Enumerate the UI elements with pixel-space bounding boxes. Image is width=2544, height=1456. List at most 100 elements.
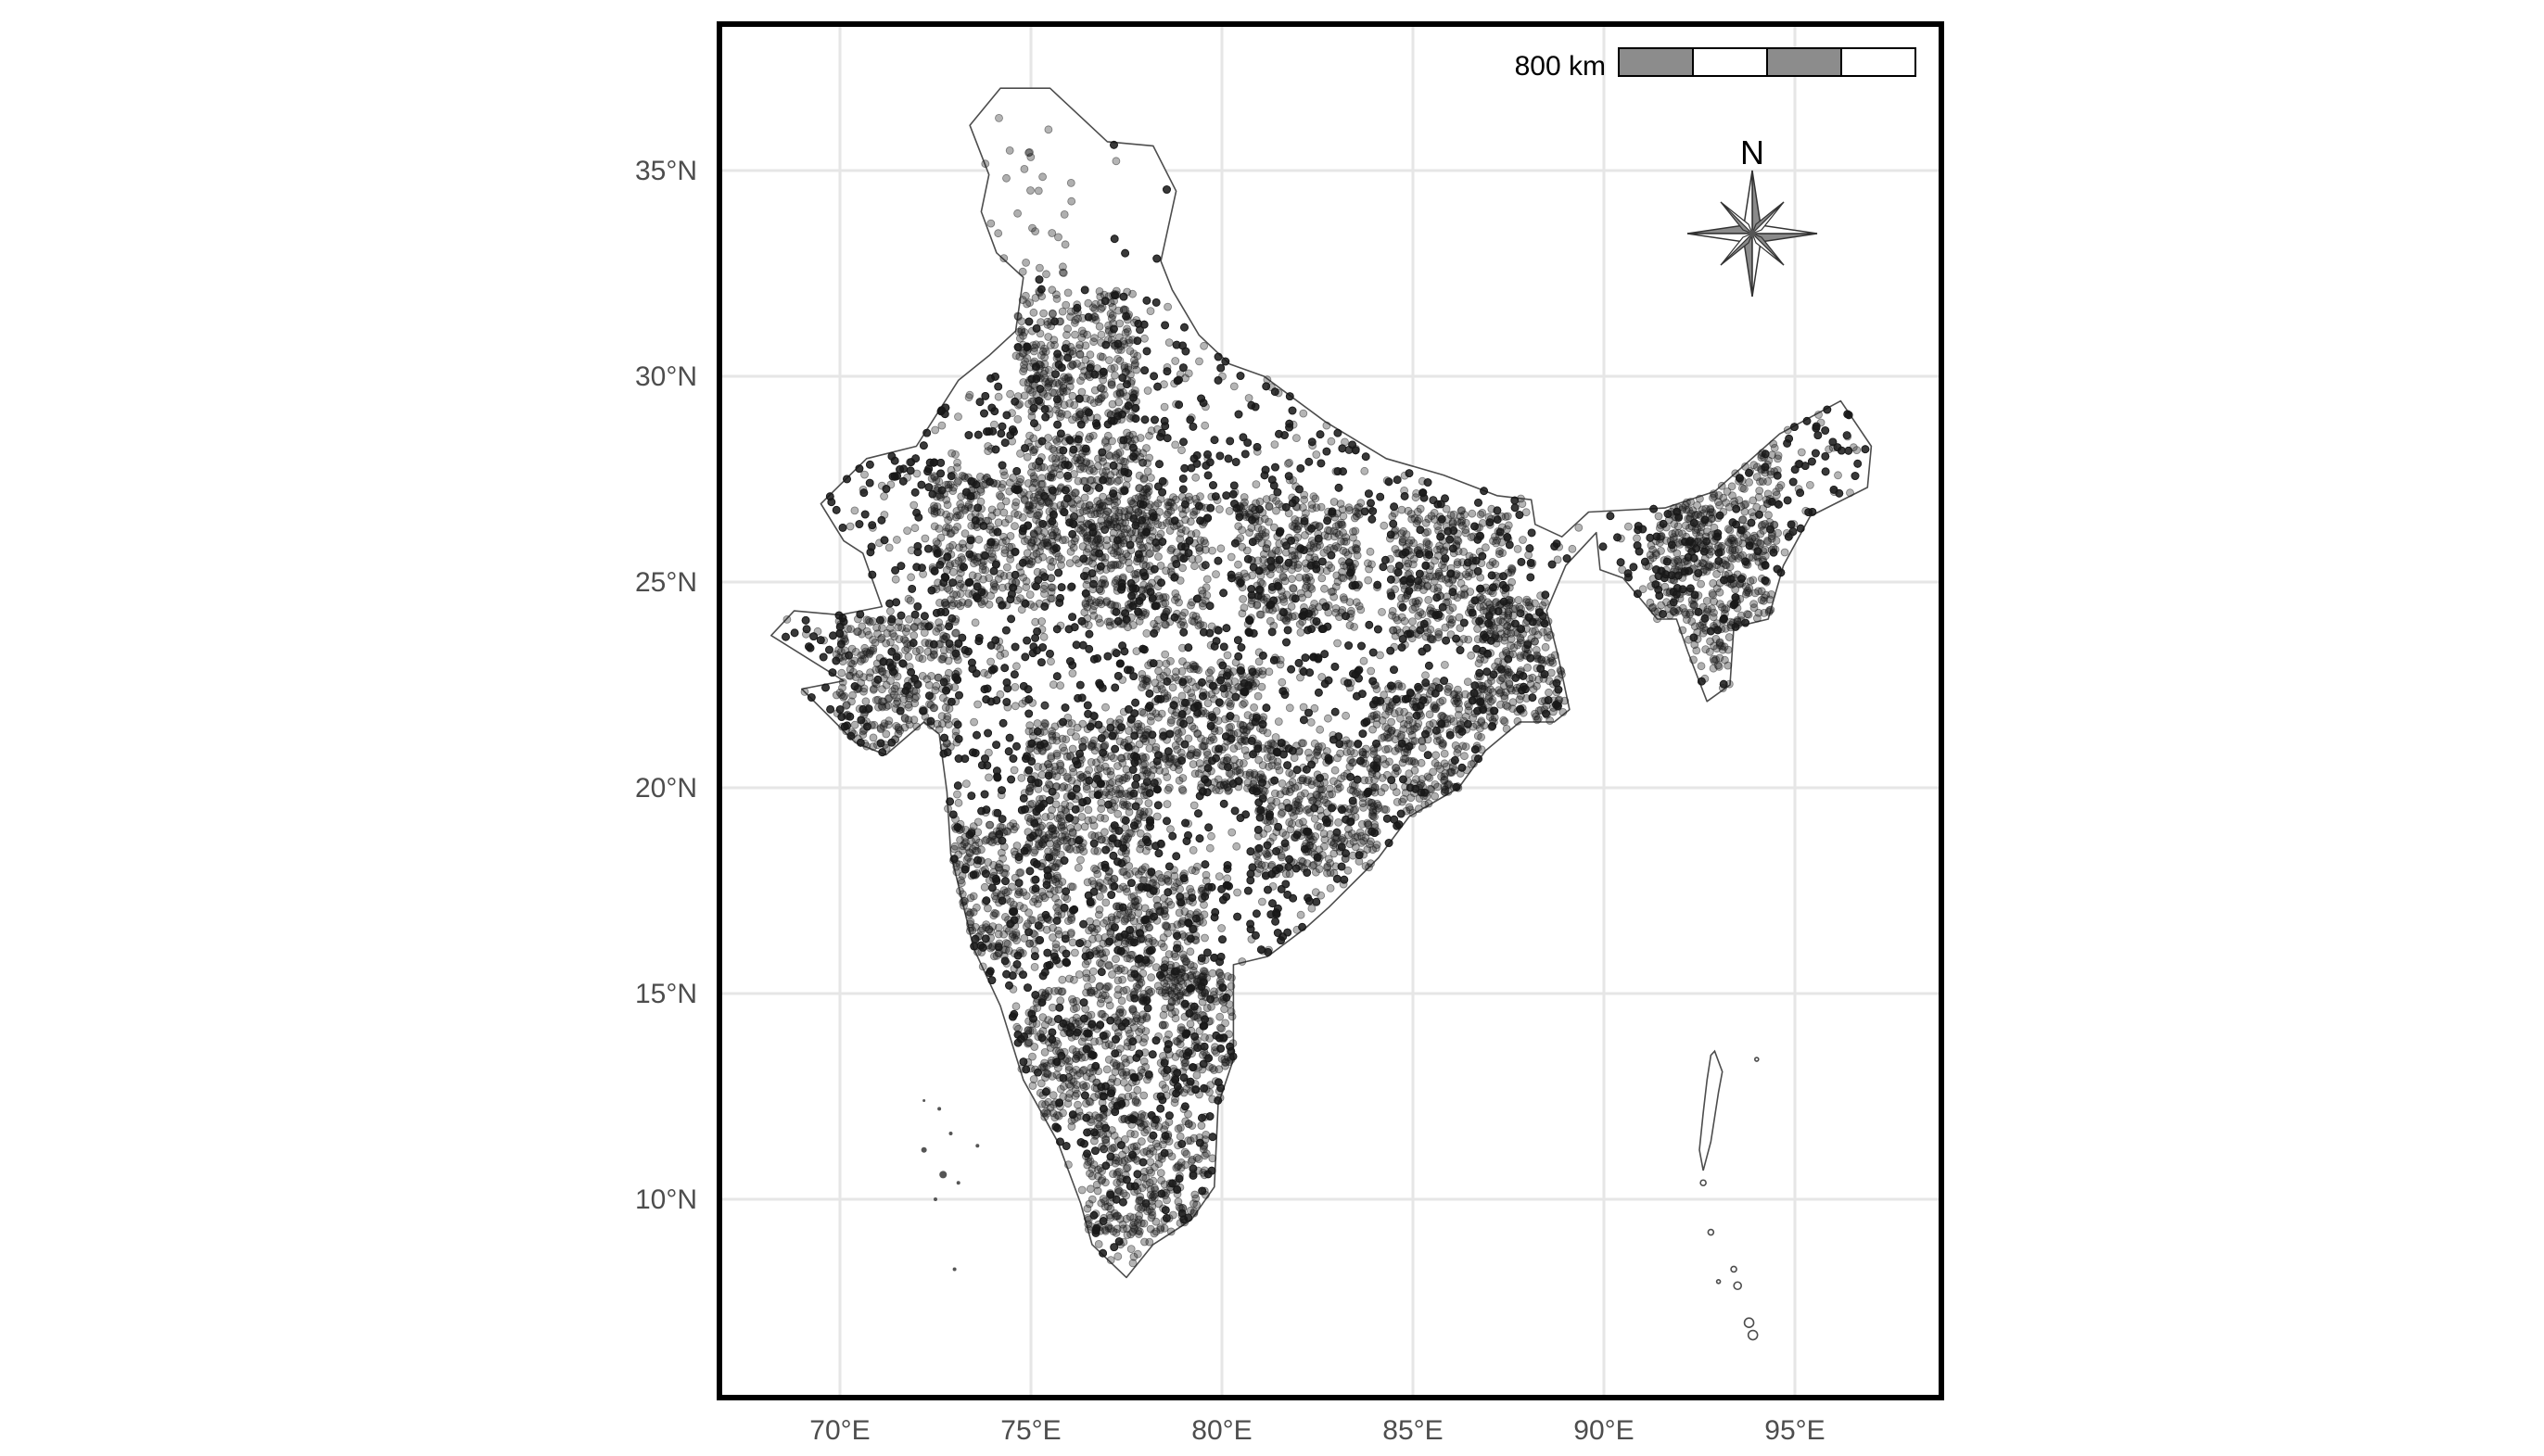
observation-point xyxy=(1814,411,1823,419)
observation-point xyxy=(1159,933,1168,942)
island-shape xyxy=(937,1107,942,1111)
observation-point xyxy=(1285,703,1294,713)
observation-point xyxy=(1797,448,1806,457)
observation-point xyxy=(1825,445,1833,454)
island-shape xyxy=(922,1098,926,1102)
island-territories xyxy=(921,1049,1760,1341)
observation-point xyxy=(962,779,971,788)
observation-point xyxy=(1194,1155,1203,1163)
observation-point xyxy=(1217,924,1226,932)
observation-point xyxy=(891,575,900,584)
observation-point xyxy=(985,773,993,782)
observation-point xyxy=(877,481,886,490)
observation-point xyxy=(880,492,888,500)
observation-point xyxy=(1064,1160,1073,1170)
observation-point xyxy=(948,449,956,458)
observation-point xyxy=(1513,545,1522,553)
observation-point xyxy=(1834,471,1842,480)
observation-point xyxy=(860,470,869,479)
observation-point xyxy=(1056,681,1064,690)
observation-point xyxy=(931,425,940,435)
observation-point xyxy=(907,573,915,582)
observation-point xyxy=(1017,605,1026,614)
observation-point xyxy=(1316,725,1325,734)
observation-point xyxy=(1143,386,1152,395)
observation-point xyxy=(1202,402,1210,411)
observation-point xyxy=(1296,910,1305,919)
observation-point xyxy=(1207,831,1215,841)
observation-point xyxy=(1258,897,1266,906)
observation-point xyxy=(1145,744,1154,753)
observation-point xyxy=(1172,399,1180,409)
observation-point xyxy=(909,500,919,510)
observation-point xyxy=(1000,649,1010,658)
island-shape xyxy=(934,1197,937,1201)
observation-point xyxy=(1518,500,1527,508)
observation-point xyxy=(1327,437,1336,446)
observation-point xyxy=(995,114,1003,122)
observation-point xyxy=(953,790,961,799)
observation-point xyxy=(1154,1032,1163,1041)
observation-point xyxy=(1366,547,1375,556)
observation-point xyxy=(1324,714,1332,723)
observation-point xyxy=(970,717,978,727)
observation-point xyxy=(1225,507,1234,515)
observation-point xyxy=(1146,307,1155,316)
observation-point xyxy=(1223,874,1232,883)
observation-point xyxy=(1263,728,1272,738)
observation-point xyxy=(1171,440,1180,449)
observation-point xyxy=(1724,679,1734,689)
observation-point xyxy=(1070,975,1078,984)
observation-point xyxy=(1238,957,1247,966)
observation-point xyxy=(1212,570,1220,578)
observation-point xyxy=(1705,647,1714,656)
observation-point xyxy=(1074,863,1083,872)
observation-point xyxy=(907,546,916,555)
observation-point xyxy=(1806,481,1814,489)
observation-point xyxy=(1066,547,1075,556)
observation-point xyxy=(1037,617,1046,626)
observation-point xyxy=(1171,357,1180,365)
observation-point xyxy=(1317,673,1327,681)
observation-point xyxy=(985,748,993,757)
observation-point xyxy=(1359,656,1368,665)
observation-point xyxy=(1524,551,1533,560)
observation-point xyxy=(1071,948,1079,957)
observation-point xyxy=(1018,699,1027,708)
observation-point xyxy=(1289,475,1298,485)
observation-point xyxy=(953,458,961,467)
observation-point xyxy=(904,594,913,603)
observation-point xyxy=(1360,466,1369,475)
observation-point xyxy=(954,798,963,807)
observation-point xyxy=(1345,683,1355,692)
observation-point xyxy=(1011,1002,1021,1011)
observation-point xyxy=(1161,650,1170,659)
observation-point xyxy=(1312,450,1321,459)
observation-point xyxy=(1112,157,1121,166)
observation-point xyxy=(1244,394,1253,402)
observation-point xyxy=(1253,447,1262,456)
observation-point xyxy=(1846,488,1854,498)
observation-point xyxy=(1306,718,1316,727)
observation-point xyxy=(1223,651,1232,660)
observation-point xyxy=(1129,1252,1138,1261)
observation-point xyxy=(1467,651,1476,660)
observation-point xyxy=(954,412,962,422)
nicobar-island-outline xyxy=(1699,1179,1707,1187)
observation-point xyxy=(1101,703,1110,712)
observation-point xyxy=(1263,375,1272,385)
observation-point xyxy=(1039,632,1049,641)
observation-point xyxy=(1322,421,1331,430)
observation-point xyxy=(1142,629,1151,638)
observation-point xyxy=(1568,544,1577,553)
nicobar-island-outline xyxy=(1747,1329,1759,1341)
observation-point xyxy=(1633,534,1641,543)
observation-point xyxy=(1049,680,1058,690)
observation-point xyxy=(1364,576,1373,585)
observation-point xyxy=(1077,1185,1087,1195)
observation-point xyxy=(1852,446,1862,455)
observation-point xyxy=(1189,801,1199,810)
observation-point xyxy=(1126,1245,1136,1253)
observation-point xyxy=(1252,480,1261,488)
observation-point xyxy=(1365,564,1373,574)
